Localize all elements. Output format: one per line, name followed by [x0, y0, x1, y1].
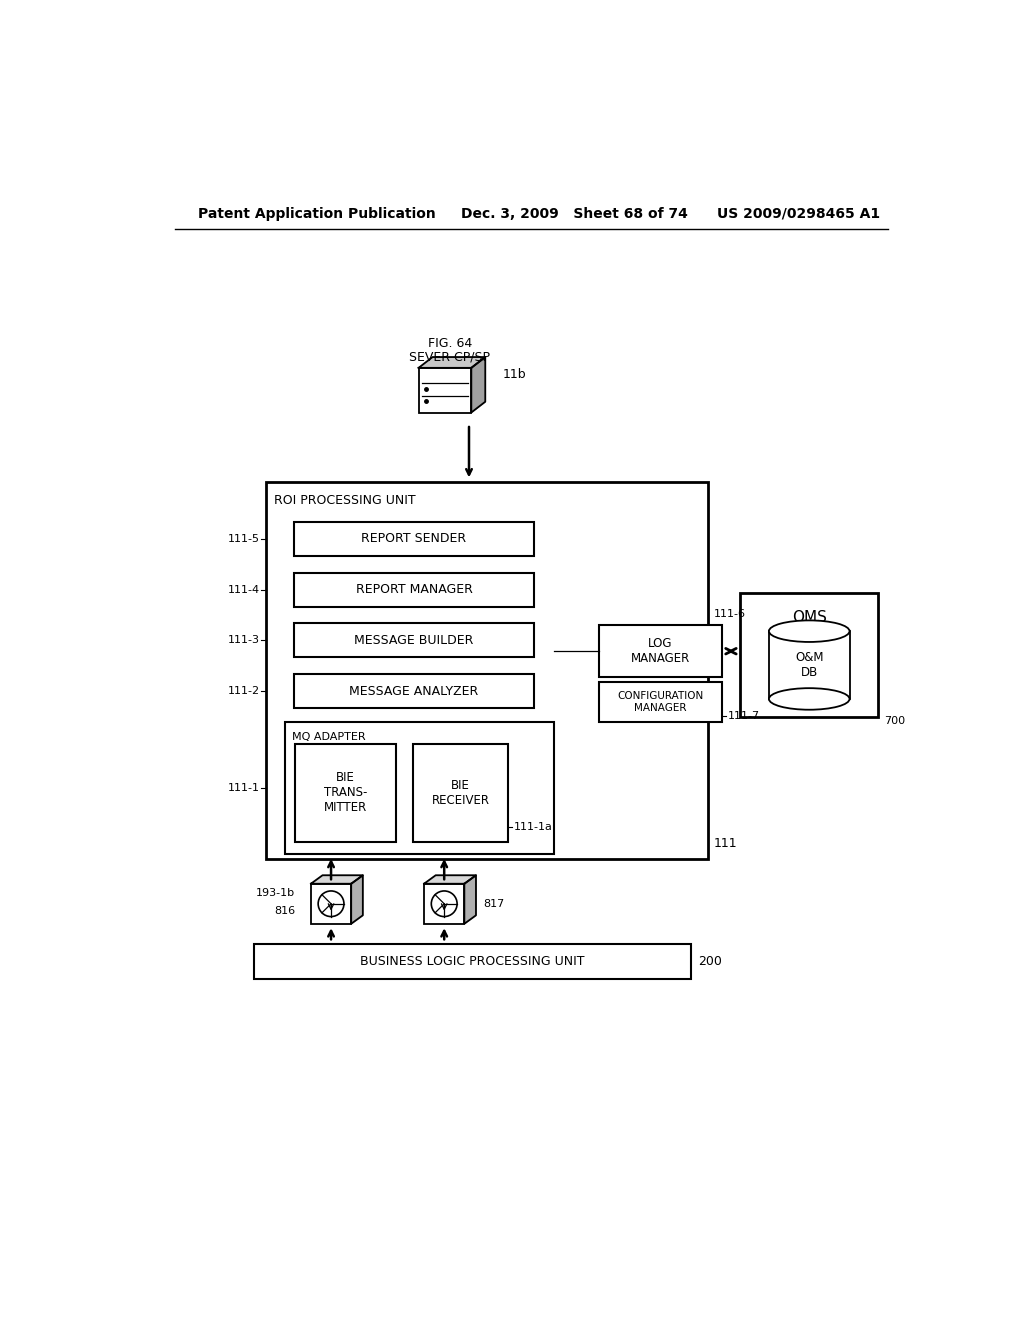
Polygon shape	[419, 358, 485, 368]
Text: 700: 700	[885, 715, 905, 726]
Text: 11b: 11b	[503, 367, 526, 380]
Bar	[419, 368, 471, 412]
Bar	[294, 623, 535, 657]
Ellipse shape	[769, 620, 850, 642]
Text: 816: 816	[274, 907, 295, 916]
Bar	[599, 682, 722, 722]
Text: 193-1b: 193-1b	[256, 888, 295, 898]
Bar	[294, 675, 535, 708]
Text: Dec. 3, 2009   Sheet 68 of 74: Dec. 3, 2009 Sheet 68 of 74	[461, 207, 688, 220]
Bar	[740, 593, 879, 718]
Bar	[266, 482, 708, 859]
Text: Patent Application Publication: Patent Application Publication	[198, 207, 435, 220]
Bar	[294, 573, 535, 607]
Bar	[599, 626, 722, 677]
Bar	[311, 884, 351, 924]
Text: LOG
MANAGER: LOG MANAGER	[631, 638, 690, 665]
Polygon shape	[424, 875, 476, 884]
Bar	[769, 631, 850, 700]
Text: 111: 111	[714, 837, 737, 850]
Text: 111-6: 111-6	[714, 610, 745, 619]
Polygon shape	[351, 875, 362, 924]
Text: 111-5: 111-5	[227, 533, 260, 544]
Text: 111-3: 111-3	[227, 635, 260, 645]
Polygon shape	[311, 875, 362, 884]
Text: 111-1: 111-1	[227, 783, 260, 793]
Text: 111-7: 111-7	[728, 711, 760, 721]
Text: 111-1a: 111-1a	[514, 822, 553, 832]
Text: BIE
TRANS-
MITTER: BIE TRANS- MITTER	[324, 771, 368, 814]
Text: MQ ADAPTER: MQ ADAPTER	[292, 733, 366, 742]
Text: REPORT SENDER: REPORT SENDER	[361, 532, 467, 545]
Text: 817: 817	[483, 899, 504, 908]
Text: 111-2: 111-2	[227, 686, 260, 696]
Text: CONFIGURATION
MANAGER: CONFIGURATION MANAGER	[617, 692, 703, 713]
Polygon shape	[471, 358, 485, 412]
Text: REPORT MANAGER: REPORT MANAGER	[355, 583, 472, 597]
Text: BUSINESS LOGIC PROCESSING UNIT: BUSINESS LOGIC PROCESSING UNIT	[359, 954, 585, 968]
Text: OMS: OMS	[792, 610, 826, 624]
Bar	[285, 722, 554, 854]
Ellipse shape	[769, 688, 850, 710]
Text: BIE
RECEIVER: BIE RECEIVER	[431, 779, 489, 807]
Text: 200: 200	[698, 954, 722, 968]
Bar	[424, 884, 464, 924]
Text: 111-4: 111-4	[227, 585, 260, 594]
Polygon shape	[464, 875, 476, 924]
Text: O&M
DB: O&M DB	[795, 651, 823, 678]
Bar	[295, 743, 396, 842]
Text: MESSAGE BUILDER: MESSAGE BUILDER	[354, 634, 474, 647]
Text: US 2009/0298465 A1: US 2009/0298465 A1	[717, 207, 880, 220]
Bar	[254, 944, 690, 979]
Text: ROI PROCESSING UNIT: ROI PROCESSING UNIT	[273, 494, 416, 507]
Text: SEVER CP/SP: SEVER CP/SP	[410, 351, 490, 363]
Bar	[414, 743, 508, 842]
Text: FIG. 64: FIG. 64	[427, 337, 472, 350]
Bar	[294, 521, 535, 556]
Text: MESSAGE ANALYZER: MESSAGE ANALYZER	[349, 685, 478, 698]
